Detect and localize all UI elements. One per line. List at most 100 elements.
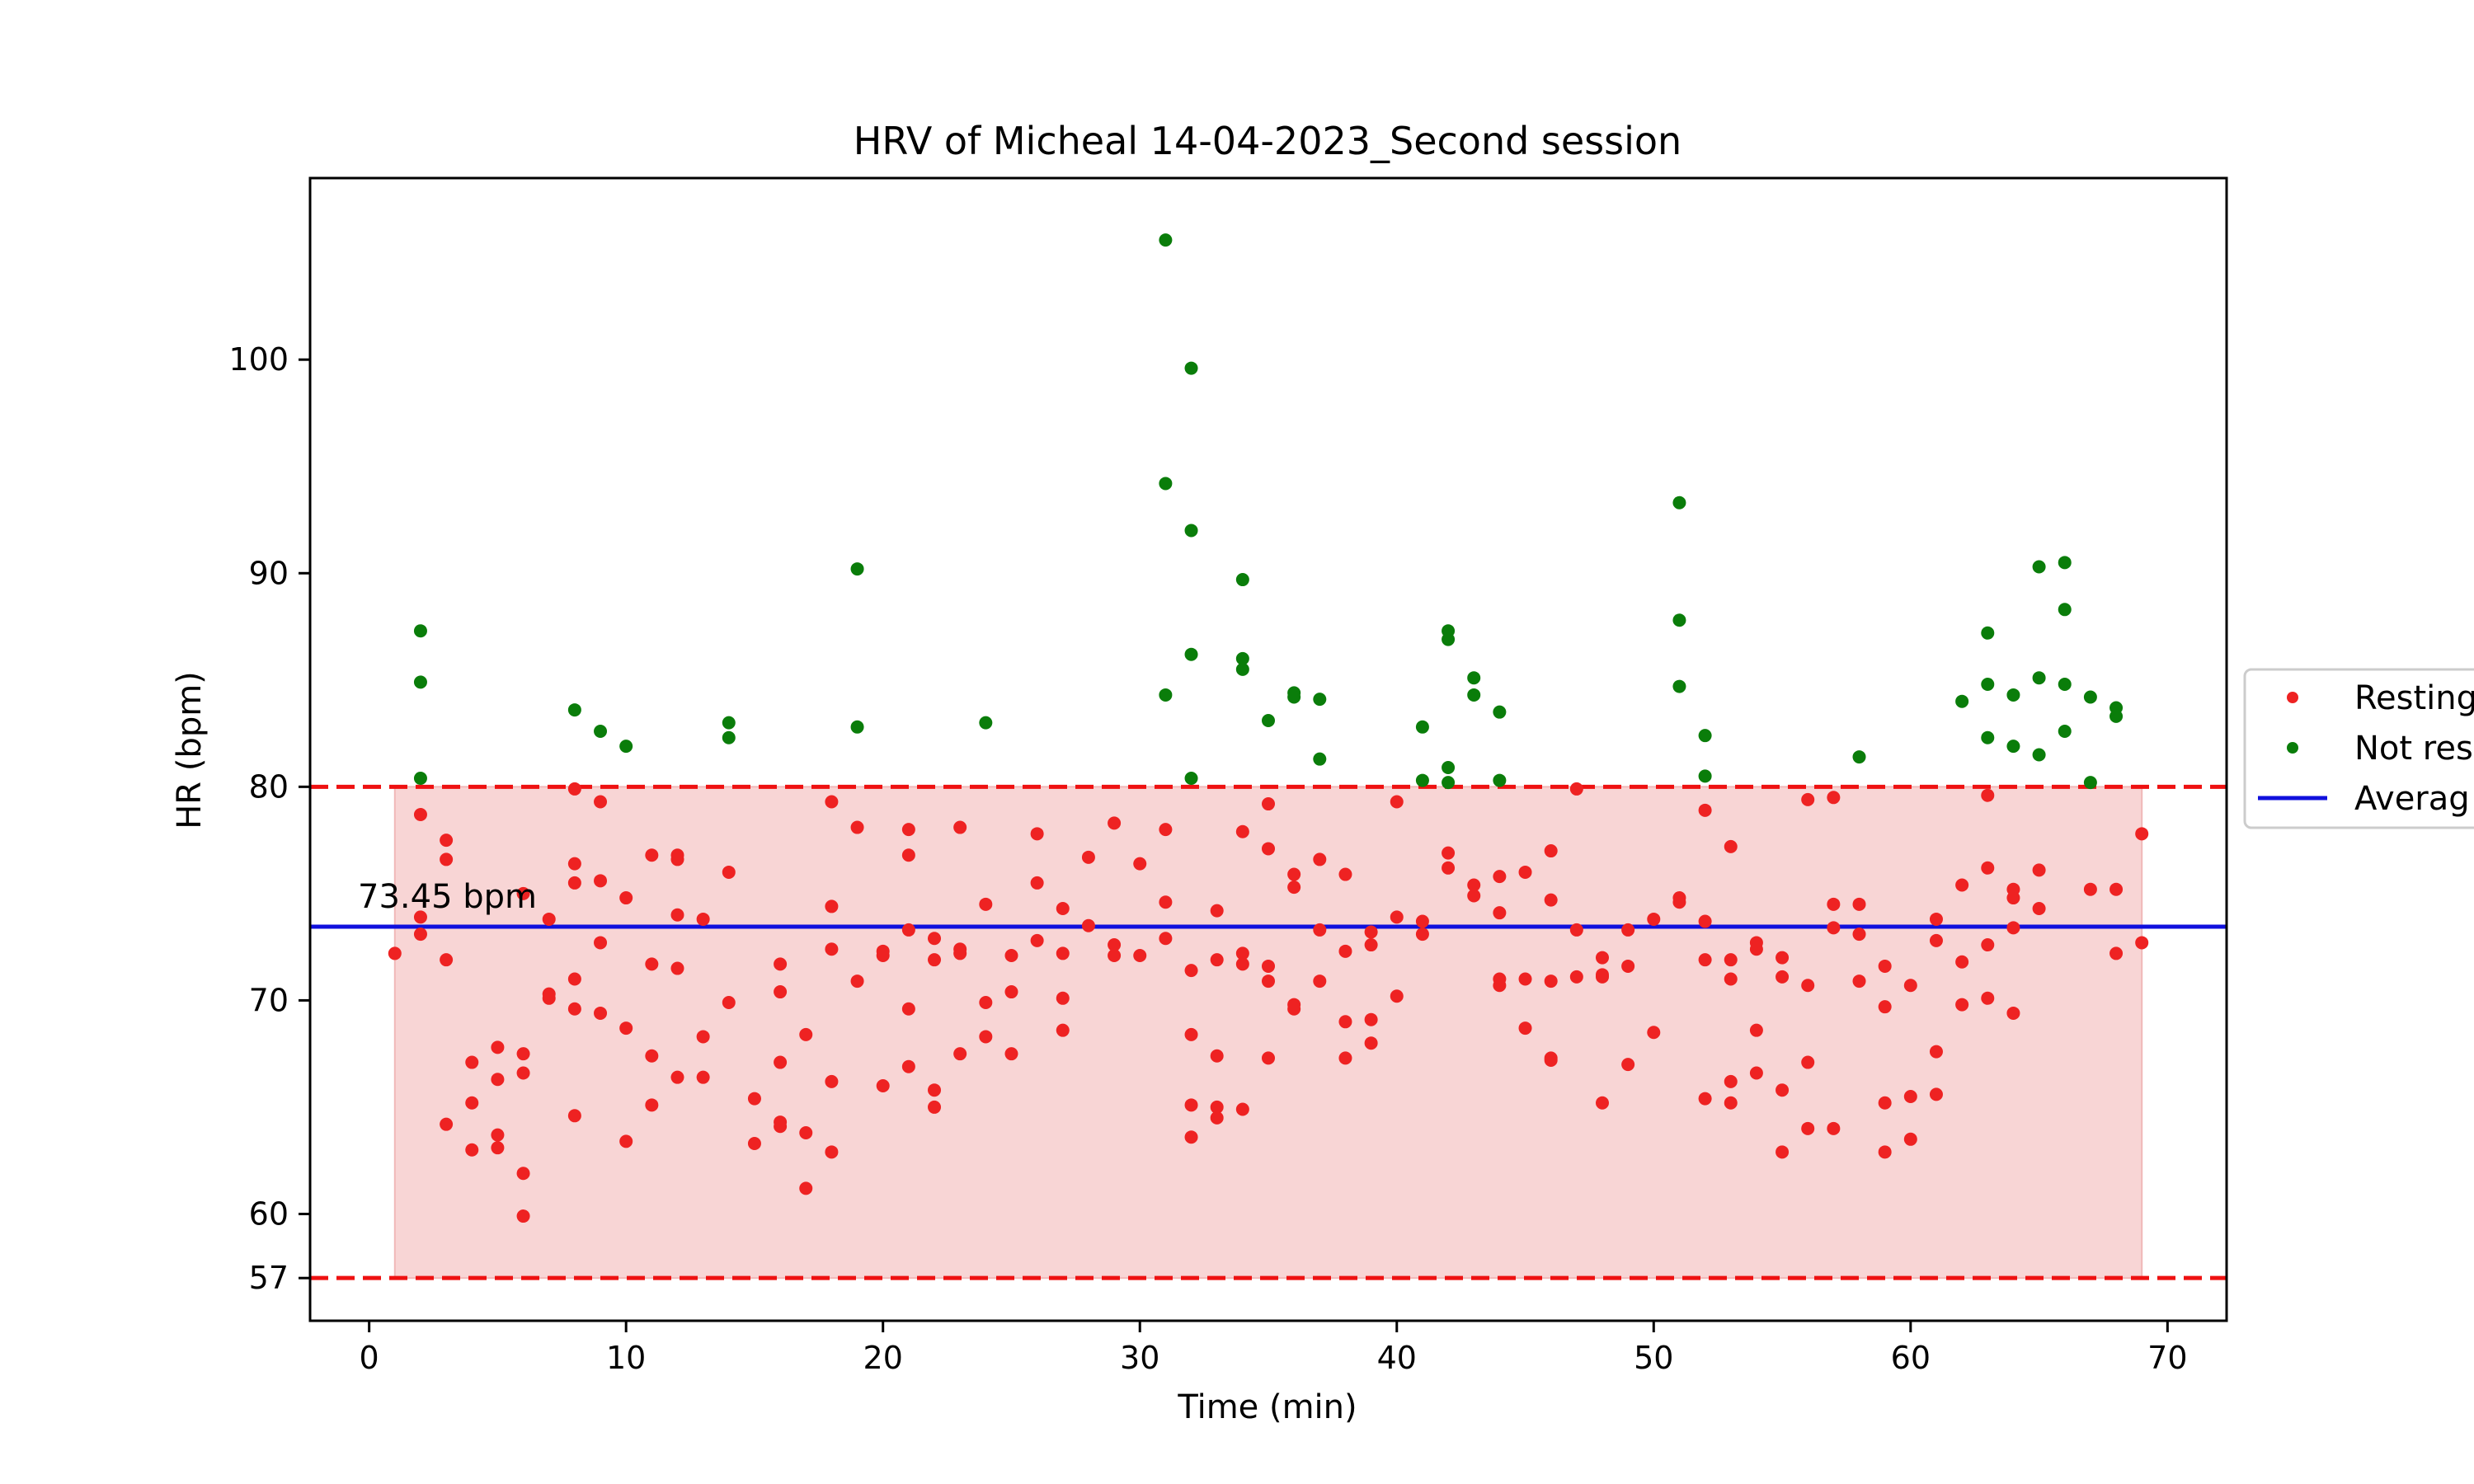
resting-point [1210,1111,1224,1125]
resting-point [1442,846,1456,860]
resting-point [1210,904,1224,918]
resting-point [1364,925,1378,939]
resting-point [825,942,839,956]
resting-point [2109,882,2124,896]
resting-point [1390,910,1404,924]
resting-point [1081,918,1095,932]
resting-point [1903,1132,1917,1146]
resting-point [1287,881,1301,895]
resting-point [670,908,684,922]
resting-point [1081,850,1095,864]
resting-point [1364,1012,1378,1026]
resting-point [1698,914,1712,928]
resting-point [1056,946,1070,960]
not-resting-point [1672,679,1686,693]
resting-point [1313,974,1327,989]
not-resting-point [1313,693,1327,707]
resting-point [1544,1053,1558,1067]
resting-point [979,1030,993,1044]
not-resting-point [413,675,427,689]
resting-point [440,852,454,866]
resting-point [1313,852,1327,866]
resting-point [1621,959,1635,973]
resting-point [850,820,864,834]
resting-point [1776,1145,1790,1159]
resting-point [567,1002,581,1016]
not-resting-point [2006,688,2020,702]
resting-point [465,1096,479,1110]
resting-point [670,1070,684,1084]
resting-point [440,834,454,848]
resting-point [1544,844,1558,858]
resting-point [1595,1096,1609,1110]
resting-point [1801,792,1815,806]
resting-point [2032,902,2046,916]
resting-point [1467,889,1481,903]
resting-point [1569,782,1583,796]
not-resting-point [1159,688,1173,702]
resting-point [1004,985,1018,999]
resting-point [1724,1096,1738,1110]
resting-point [1776,951,1790,965]
not-resting-point [1235,651,1249,665]
resting-point [2032,863,2046,877]
resting-point [1262,1051,1275,1065]
not-resting-point [1955,694,1969,708]
resting-point [1929,1087,1943,1101]
resting-point [1030,876,1044,890]
resting-point [747,1092,761,1106]
resting-point [1030,933,1044,947]
resting-point [670,961,684,975]
resting-point [465,1055,479,1069]
resting-point [1338,1051,1352,1065]
scatter-points [388,233,2149,1223]
not-resting-point [1493,705,1507,719]
not-resting-point [1159,233,1173,247]
not-resting-point [1235,573,1249,587]
resting-point [388,946,402,960]
resting-point [465,1143,479,1157]
resting-point [1929,933,1943,947]
resting-point [1390,989,1404,1003]
resting-point [1338,1015,1352,1029]
resting-point [1364,1036,1378,1050]
resting-point [1981,938,1995,952]
resting-point [1827,791,1841,805]
resting-point [1852,897,1866,911]
resting-point [1724,953,1738,967]
resting-point [516,1047,530,1061]
not-resting-point [2058,724,2072,738]
resting-point [747,1136,761,1150]
resting-point [1827,1121,1841,1135]
not-resting-point [1184,647,1198,661]
resting-point [413,808,427,822]
resting-point [1544,974,1558,989]
resting-point [1004,948,1018,962]
not-resting-point [1235,662,1249,676]
resting-point [413,928,427,942]
x-axis-label: Time (min) [1177,1388,1357,1426]
resting-point [542,912,556,926]
resting-point [1262,974,1275,989]
resting-point [1415,928,1429,942]
resting-point [1749,1066,1763,1080]
not-resting-point [1442,761,1456,775]
resting-point [1518,865,1532,879]
resting-point [645,1049,659,1063]
resting-series [388,782,2149,1223]
resting-point [1159,932,1173,946]
resting-point [2006,891,2020,905]
resting-point [1235,946,1249,960]
not-resting-point [1467,671,1481,685]
resting-point [1390,795,1404,809]
resting-point [1338,944,1352,958]
not-resting-point [1698,729,1712,743]
resting-point [1878,959,1892,973]
not-resting-point [567,703,581,717]
resting-point [979,995,993,1009]
resting-point [619,1021,633,1036]
not-resting-point [1159,477,1173,491]
resting-point [953,946,967,960]
resting-point [491,1040,505,1054]
x-tick-label: 40 [1377,1340,1417,1376]
